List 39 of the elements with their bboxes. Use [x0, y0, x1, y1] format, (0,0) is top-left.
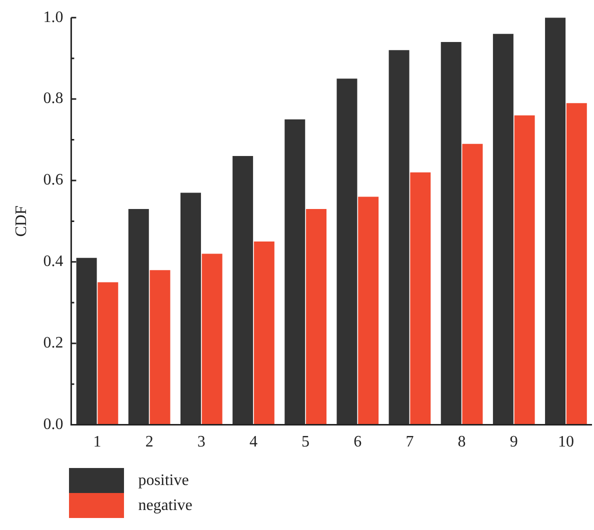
bar [410, 172, 431, 425]
legend-label: negative [138, 496, 192, 514]
x-tick-label: 6 [354, 434, 362, 451]
y-tick-label: 0.2 [43, 334, 64, 352]
y-tick-label: 0.8 [43, 90, 64, 108]
x-tick-label: 2 [145, 434, 154, 451]
y-tick-label: 1.0 [43, 8, 64, 26]
bar [514, 115, 535, 425]
y-tick-label: 0.0 [43, 416, 64, 434]
x-tick-label: 3 [197, 434, 206, 451]
bar [128, 208, 149, 425]
y-axis-title: CDF [12, 206, 30, 237]
bar [306, 208, 326, 425]
bar [440, 42, 462, 425]
bar [492, 34, 514, 425]
x-tick-label: 7 [406, 434, 414, 451]
bar [202, 254, 222, 425]
bar [284, 119, 306, 425]
bar [545, 18, 566, 425]
bar [254, 242, 274, 425]
bar [98, 282, 118, 425]
bar [462, 144, 483, 425]
bar [232, 156, 254, 425]
x-tick-label: 10 [558, 434, 574, 451]
bar [150, 270, 170, 425]
bar [566, 103, 587, 425]
bar [388, 50, 410, 425]
legend-label: positive [138, 472, 189, 490]
x-tick-label: 5 [302, 434, 310, 451]
x-tick-label: 1 [93, 434, 102, 451]
y-tick-label: 0.4 [43, 253, 64, 270]
x-tick-label: 4 [249, 434, 258, 451]
bar [76, 258, 97, 425]
x-tick-label: 9 [510, 434, 518, 451]
y-tick-label: 0.6 [43, 172, 64, 189]
bar [358, 196, 379, 425]
x-tick-label: 8 [458, 434, 466, 451]
bar [180, 192, 201, 425]
bar [336, 78, 358, 425]
